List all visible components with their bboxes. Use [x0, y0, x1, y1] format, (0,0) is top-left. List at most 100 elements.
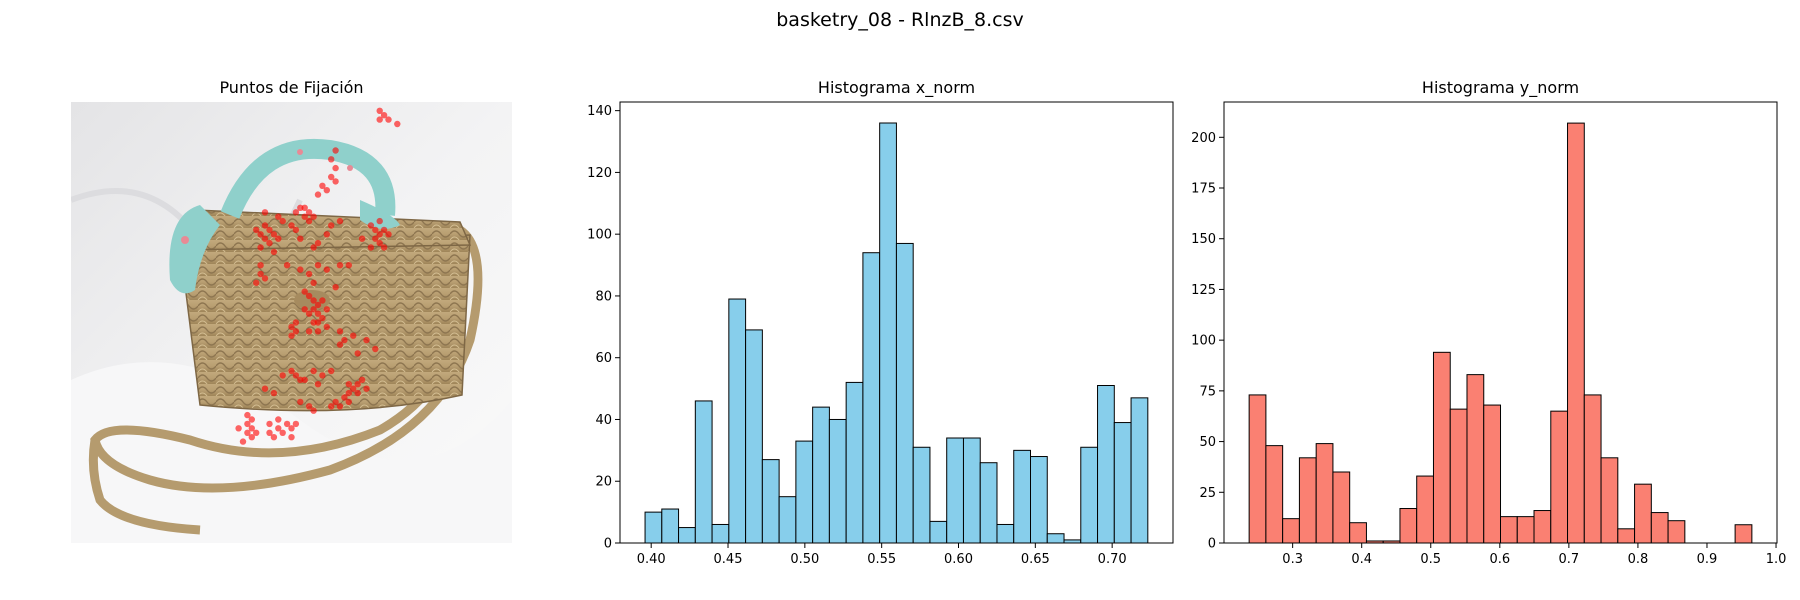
histogram-bar — [1634, 483, 1652, 544]
histogram-bar — [1097, 385, 1115, 544]
fixation-point — [319, 182, 326, 189]
x-histogram-frame — [619, 101, 1174, 544]
histogram-bar — [1265, 445, 1284, 544]
histogram-bar — [929, 520, 948, 544]
fixation-point — [305, 328, 313, 335]
y-histogram-title: Histograma y_norm — [1422, 78, 1579, 98]
fixation-point — [257, 244, 264, 251]
histogram-bar — [979, 462, 998, 544]
fixation-point — [341, 336, 348, 344]
fixation-points — [235, 107, 401, 445]
fixation-point — [275, 213, 282, 220]
fixation-point — [288, 222, 295, 229]
fixation-point — [239, 438, 247, 445]
y-tick-label: 120 — [587, 166, 612, 181]
fixation-point — [332, 147, 339, 154]
fixation-point — [332, 398, 339, 406]
fixation-point — [332, 178, 339, 185]
fixation-point — [336, 328, 344, 335]
fixation-point — [270, 389, 278, 397]
fixation-point — [323, 231, 330, 238]
fixation-point — [380, 112, 388, 119]
histogram-bar — [912, 446, 931, 544]
x-histogram-title: Histograma x_norm — [818, 78, 975, 98]
fixation-point — [261, 275, 269, 282]
histogram-bar — [1667, 520, 1686, 544]
y-tick-label: 25 — [1199, 486, 1216, 501]
fixation-point — [363, 336, 370, 344]
x-tick-label: 0.45 — [714, 552, 743, 567]
y-tick-label: 0 — [1208, 537, 1216, 552]
fixation-point — [372, 345, 379, 353]
fixation-point — [376, 231, 383, 238]
histogram-bar — [862, 252, 881, 544]
histogram-bar — [1533, 510, 1552, 544]
fixation-point — [297, 376, 304, 383]
fixation-point — [248, 416, 255, 423]
y-tick-label: 100 — [1191, 334, 1216, 349]
histogram-bar — [661, 508, 680, 544]
histogram-bar — [1332, 471, 1351, 544]
fixation-point — [261, 222, 269, 229]
y-tick-label: 140 — [587, 104, 612, 119]
fixation-point — [244, 429, 251, 436]
fixation-point — [310, 213, 317, 220]
histogram-bar — [1583, 394, 1602, 544]
x-tick-label: 1.0 — [1766, 552, 1787, 567]
fixation-point — [292, 319, 300, 326]
histogram-bar — [1315, 443, 1334, 544]
fixation-point — [261, 209, 269, 216]
fixation-point — [354, 350, 361, 357]
fixation-point — [310, 306, 317, 313]
fixation-point — [261, 235, 269, 242]
histogram-bar — [1432, 351, 1451, 544]
x-histogram-xticks: 0.40 0.45 0.50 0.55 0.60 0.65 0.70 — [637, 543, 1127, 567]
image-panel-title: Puntos de Fijación — [219, 78, 363, 97]
fixation-point — [235, 425, 242, 432]
histogram-bar — [1046, 533, 1065, 544]
x-tick-label: 0.50 — [790, 552, 819, 567]
fixation-point — [319, 372, 326, 379]
histogram-bar — [1282, 518, 1300, 544]
fixation-point — [266, 429, 273, 436]
histogram-bar — [678, 527, 696, 544]
fixation-point — [297, 235, 304, 242]
fixation-point — [323, 323, 330, 331]
y-tick-label: 50 — [1199, 435, 1216, 450]
histogram-bar — [962, 437, 981, 544]
y-tick-label: 75 — [1199, 384, 1216, 399]
histogram-bar — [1030, 456, 1048, 544]
fixation-point — [328, 367, 335, 375]
fixation-point — [336, 341, 344, 348]
fixation-point — [301, 288, 308, 295]
y-histogram-frame — [1223, 101, 1778, 544]
histogram-bar — [946, 437, 964, 544]
fixation-point — [310, 367, 317, 375]
fixation-point — [314, 381, 322, 388]
fixation-point — [244, 420, 251, 428]
image-panel: Puntos de Fijación — [71, 78, 512, 543]
fixation-point — [336, 217, 344, 225]
y-histogram-yticks: 0 25 50 75 100 125 150 175 200 — [1191, 131, 1224, 552]
fixation-point — [301, 306, 308, 313]
x-tick-label: 0.6 — [1489, 552, 1510, 567]
y-tick-label: 175 — [1191, 182, 1216, 197]
fixation-point — [283, 262, 291, 269]
fixation-point — [345, 381, 352, 388]
fixation-point — [253, 279, 260, 286]
fixation-point — [288, 425, 295, 432]
fixation-point — [257, 270, 264, 278]
fixation-point — [319, 297, 326, 304]
histogram-bar — [1399, 508, 1418, 544]
histogram-bar — [644, 511, 663, 544]
histogram-bar — [1130, 397, 1149, 544]
fixation-point — [288, 367, 295, 375]
fixation-point — [305, 209, 313, 216]
fixation-point — [275, 235, 282, 242]
fixation-point — [270, 231, 278, 238]
x-tick-label: 0.70 — [1098, 552, 1127, 567]
histogram-bar — [1349, 522, 1367, 544]
fixation-point — [288, 323, 295, 331]
fixation-point — [350, 332, 357, 339]
y-tick-label: 80 — [595, 289, 612, 304]
